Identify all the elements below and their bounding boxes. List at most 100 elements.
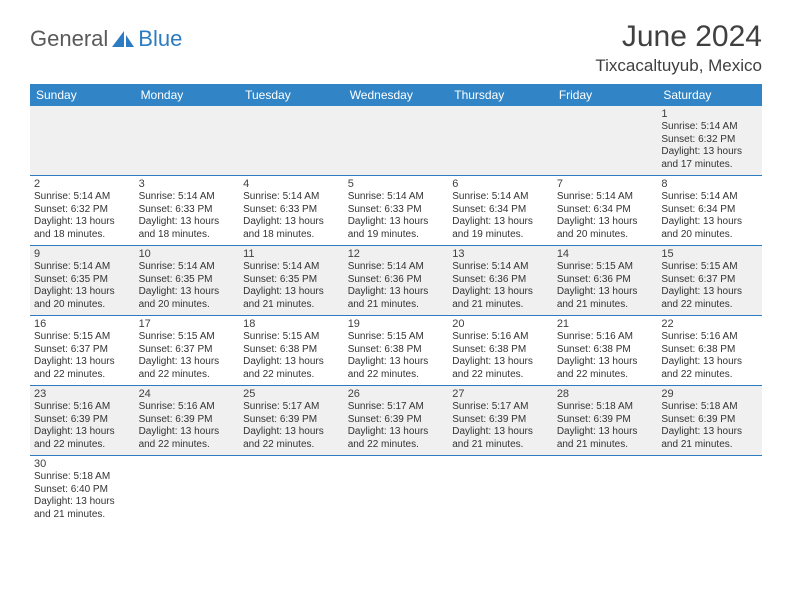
logo-text-general: General — [30, 26, 108, 52]
day-header: Friday — [553, 84, 658, 106]
day-cell: 7Sunrise: 5:14 AMSunset: 6:34 PMDaylight… — [553, 176, 658, 246]
logo: General Blue — [30, 26, 182, 52]
day-cell — [448, 456, 553, 526]
week-row: 9Sunrise: 5:14 AMSunset: 6:35 PMDaylight… — [30, 246, 762, 316]
day-cell: 5Sunrise: 5:14 AMSunset: 6:33 PMDaylight… — [344, 176, 449, 246]
daylight-line: Daylight: 13 hours and 22 minutes. — [348, 426, 445, 451]
sunrise-line: Sunrise: 5:17 AM — [452, 401, 549, 414]
sunrise-line: Sunrise: 5:16 AM — [661, 331, 758, 344]
day-cell — [448, 106, 553, 176]
daylight-line: Daylight: 13 hours and 19 minutes. — [452, 216, 549, 241]
daylight-line: Daylight: 13 hours and 22 minutes. — [557, 356, 654, 381]
day-number: 6 — [452, 178, 549, 190]
sunset-line: Sunset: 6:37 PM — [661, 274, 758, 287]
day-number: 14 — [557, 248, 654, 260]
day-info: Sunrise: 5:14 AMSunset: 6:36 PMDaylight:… — [452, 261, 549, 311]
day-number: 22 — [661, 318, 758, 330]
week-row: 23Sunrise: 5:16 AMSunset: 6:39 PMDayligh… — [30, 386, 762, 456]
daylight-line: Daylight: 13 hours and 19 minutes. — [348, 216, 445, 241]
day-cell — [239, 456, 344, 526]
day-cell: 16Sunrise: 5:15 AMSunset: 6:37 PMDayligh… — [30, 316, 135, 386]
day-number: 10 — [139, 248, 236, 260]
day-cell: 8Sunrise: 5:14 AMSunset: 6:34 PMDaylight… — [657, 176, 762, 246]
sunset-line: Sunset: 6:37 PM — [34, 344, 131, 357]
sunrise-line: Sunrise: 5:14 AM — [243, 191, 340, 204]
day-number: 16 — [34, 318, 131, 330]
daylight-line: Daylight: 13 hours and 22 minutes. — [243, 426, 340, 451]
daylight-line: Daylight: 13 hours and 20 minutes. — [661, 216, 758, 241]
day-info: Sunrise: 5:14 AMSunset: 6:35 PMDaylight:… — [139, 261, 236, 311]
day-cell: 10Sunrise: 5:14 AMSunset: 6:35 PMDayligh… — [135, 246, 240, 316]
sunset-line: Sunset: 6:39 PM — [243, 414, 340, 427]
sunset-line: Sunset: 6:38 PM — [452, 344, 549, 357]
day-number: 11 — [243, 248, 340, 260]
day-info: Sunrise: 5:14 AMSunset: 6:34 PMDaylight:… — [452, 191, 549, 241]
day-info: Sunrise: 5:15 AMSunset: 6:37 PMDaylight:… — [139, 331, 236, 381]
daylight-line: Daylight: 13 hours and 18 minutes. — [34, 216, 131, 241]
day-info: Sunrise: 5:15 AMSunset: 6:38 PMDaylight:… — [348, 331, 445, 381]
sunrise-line: Sunrise: 5:14 AM — [243, 261, 340, 274]
sunrise-line: Sunrise: 5:16 AM — [34, 401, 131, 414]
day-number: 12 — [348, 248, 445, 260]
day-number: 17 — [139, 318, 236, 330]
day-number: 29 — [661, 388, 758, 400]
daylight-line: Daylight: 13 hours and 21 minutes. — [452, 286, 549, 311]
daylight-line: Daylight: 13 hours and 22 minutes. — [661, 356, 758, 381]
sunset-line: Sunset: 6:32 PM — [661, 134, 758, 147]
sunrise-line: Sunrise: 5:17 AM — [348, 401, 445, 414]
day-number: 28 — [557, 388, 654, 400]
day-header: Saturday — [657, 84, 762, 106]
sunrise-line: Sunrise: 5:15 AM — [34, 331, 131, 344]
daylight-line: Daylight: 13 hours and 21 minutes. — [34, 496, 131, 521]
day-number: 24 — [139, 388, 236, 400]
day-info: Sunrise: 5:14 AMSunset: 6:32 PMDaylight:… — [34, 191, 131, 241]
location-text: Tixcacaltuyub, Mexico — [595, 56, 762, 76]
day-header: Sunday — [30, 84, 135, 106]
day-number: 21 — [557, 318, 654, 330]
sunset-line: Sunset: 6:33 PM — [348, 204, 445, 217]
sunrise-line: Sunrise: 5:14 AM — [661, 121, 758, 134]
daylight-line: Daylight: 13 hours and 21 minutes. — [243, 286, 340, 311]
sunset-line: Sunset: 6:37 PM — [139, 344, 236, 357]
sunset-line: Sunset: 6:33 PM — [139, 204, 236, 217]
daylight-line: Daylight: 13 hours and 21 minutes. — [557, 426, 654, 451]
day-cell: 22Sunrise: 5:16 AMSunset: 6:38 PMDayligh… — [657, 316, 762, 386]
sunrise-line: Sunrise: 5:14 AM — [452, 261, 549, 274]
sunrise-line: Sunrise: 5:16 AM — [557, 331, 654, 344]
day-cell: 11Sunrise: 5:14 AMSunset: 6:35 PMDayligh… — [239, 246, 344, 316]
day-cell: 2Sunrise: 5:14 AMSunset: 6:32 PMDaylight… — [30, 176, 135, 246]
logo-text-blue: Blue — [138, 26, 182, 52]
daylight-line: Daylight: 13 hours and 21 minutes. — [452, 426, 549, 451]
daylight-line: Daylight: 13 hours and 22 minutes. — [348, 356, 445, 381]
sunrise-line: Sunrise: 5:15 AM — [243, 331, 340, 344]
daylight-line: Daylight: 13 hours and 22 minutes. — [452, 356, 549, 381]
sunset-line: Sunset: 6:36 PM — [348, 274, 445, 287]
day-cell — [30, 106, 135, 176]
day-cell: 29Sunrise: 5:18 AMSunset: 6:39 PMDayligh… — [657, 386, 762, 456]
sunrise-line: Sunrise: 5:16 AM — [452, 331, 549, 344]
sunset-line: Sunset: 6:34 PM — [452, 204, 549, 217]
day-cell: 15Sunrise: 5:15 AMSunset: 6:37 PMDayligh… — [657, 246, 762, 316]
sunset-line: Sunset: 6:39 PM — [452, 414, 549, 427]
sunset-line: Sunset: 6:40 PM — [34, 484, 131, 497]
sunset-line: Sunset: 6:39 PM — [34, 414, 131, 427]
day-cell — [344, 106, 449, 176]
day-info: Sunrise: 5:18 AMSunset: 6:39 PMDaylight:… — [661, 401, 758, 451]
daylight-line: Daylight: 13 hours and 21 minutes. — [661, 426, 758, 451]
day-info: Sunrise: 5:14 AMSunset: 6:36 PMDaylight:… — [348, 261, 445, 311]
sunset-line: Sunset: 6:36 PM — [452, 274, 549, 287]
daylight-line: Daylight: 13 hours and 22 minutes. — [34, 426, 131, 451]
sunrise-line: Sunrise: 5:18 AM — [557, 401, 654, 414]
day-cell: 3Sunrise: 5:14 AMSunset: 6:33 PMDaylight… — [135, 176, 240, 246]
day-header: Thursday — [448, 84, 553, 106]
day-number: 5 — [348, 178, 445, 190]
sunset-line: Sunset: 6:39 PM — [661, 414, 758, 427]
day-info: Sunrise: 5:16 AMSunset: 6:39 PMDaylight:… — [34, 401, 131, 451]
sunrise-line: Sunrise: 5:18 AM — [661, 401, 758, 414]
calendar-table: Sunday Monday Tuesday Wednesday Thursday… — [30, 84, 762, 525]
sunrise-line: Sunrise: 5:14 AM — [139, 191, 236, 204]
day-cell: 20Sunrise: 5:16 AMSunset: 6:38 PMDayligh… — [448, 316, 553, 386]
day-number: 20 — [452, 318, 549, 330]
sunset-line: Sunset: 6:38 PM — [243, 344, 340, 357]
sunrise-line: Sunrise: 5:14 AM — [348, 191, 445, 204]
